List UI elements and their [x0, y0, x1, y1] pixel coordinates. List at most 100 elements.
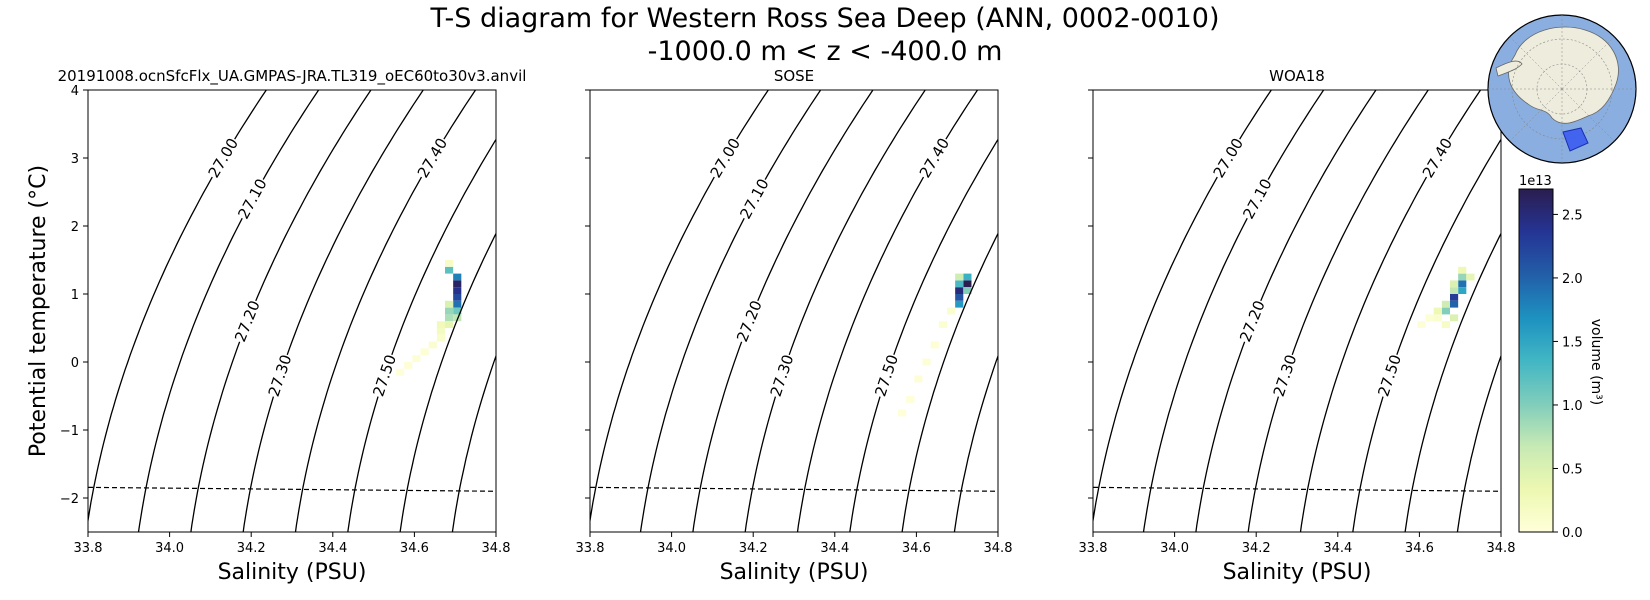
density-contour [590, 90, 769, 525]
heatmap-cell [1441, 321, 1450, 328]
heatmap-cell [396, 368, 405, 376]
panel-subtitle: WOA18 [1269, 67, 1325, 85]
colorbar-tick-label: 2.0 [1562, 272, 1583, 287]
contour-label-mask [230, 297, 264, 345]
x-tick-label: 34.4 [820, 541, 849, 556]
y-tick-label: 4 [71, 84, 79, 99]
contour-label: 27.10 [1239, 176, 1275, 222]
heatmap-cell [436, 328, 445, 335]
x-tick-label: 34.2 [237, 541, 266, 556]
density-contour [1093, 90, 1272, 525]
density-contour [639, 90, 822, 532]
contour-label-mask [732, 297, 766, 345]
inset-graticule [1509, 88, 1563, 142]
contour-label-mask [871, 351, 903, 400]
x-tick-label: 33.8 [576, 541, 605, 556]
x-tick-label: 34.4 [1323, 541, 1352, 556]
density-contour [953, 354, 998, 532]
colorbar: 1e13 0.0 0.5 1.0 1.5 2.0 2.5 volume (m³) [1518, 174, 1604, 541]
contour-label-mask [706, 134, 745, 182]
freezing-line [1093, 486, 1501, 492]
inset-graticule [1561, 36, 1615, 90]
heatmap-cell [955, 300, 964, 308]
heatmap-cell [445, 314, 454, 322]
colorbar-tick-label: 2.5 [1562, 208, 1583, 223]
x-tick-label: 34.0 [155, 541, 184, 556]
contour-label: 27.00 [1210, 135, 1247, 181]
contour-label: 27.40 [916, 135, 953, 181]
y-axis-label: Potential temperature (°C) [26, 165, 51, 457]
heatmap-cell [955, 287, 964, 294]
heatmap-cell [922, 358, 931, 366]
heatmap-cell [445, 300, 454, 308]
contour-label-mask [204, 134, 243, 182]
heatmap-cell [436, 334, 445, 342]
heatmap-cell [1450, 287, 1459, 294]
figure-title-line1: T-S diagram for Western Ross Sea Deep (A… [429, 3, 1219, 34]
y-tick-label: 1 [71, 288, 79, 303]
heatmap-cell [428, 341, 437, 349]
panel-subtitle: 20191008.ocnSfcFlx_UA.GMPAS-JRA.TL319_oE… [58, 67, 527, 86]
contour-label-mask [1269, 351, 1301, 400]
heatmap-cell [1450, 280, 1459, 288]
contour-label: 27.30 [265, 352, 296, 398]
contour-label-mask [1235, 297, 1269, 345]
heatmap-cell [1441, 307, 1450, 315]
contour-label-mask [915, 134, 954, 182]
contour-label-mask [1239, 175, 1276, 223]
region-inset-map [1487, 14, 1637, 164]
contour-label: 27.00 [205, 135, 242, 181]
density-contour [557, 90, 737, 532]
heatmap-cell [1441, 300, 1450, 308]
inset-graticule [1561, 88, 1615, 142]
heatmap-cell [1425, 314, 1434, 322]
heatmap-cell [906, 396, 915, 403]
density-contour [451, 354, 496, 532]
axes-frame [589, 89, 999, 533]
contour-label-mask [234, 175, 271, 223]
density-contour [242, 90, 424, 532]
contour-label: 27.40 [414, 135, 451, 181]
heatmap-cell [453, 294, 462, 301]
heatmap-cell [955, 294, 964, 301]
contour-label: 27.20 [733, 298, 766, 345]
contour-label: 27.10 [736, 176, 772, 222]
freezing-line [590, 486, 998, 492]
heatmap-cell [453, 307, 462, 315]
density-contour [1007, 90, 1187, 532]
density-contour [399, 232, 496, 532]
x-tick-label: 34.6 [902, 541, 931, 556]
x-tick-label: 34.0 [657, 541, 686, 556]
x-tick-label: 33.8 [74, 541, 103, 556]
density-contour [1352, 138, 1501, 532]
heatmap-cell [1433, 307, 1442, 315]
heatmap-cell [1450, 300, 1459, 308]
contour-label-mask [766, 351, 798, 400]
axes-frame [87, 89, 497, 533]
contour-label: 27.20 [1236, 298, 1269, 345]
heatmap-cell [404, 362, 413, 369]
x-tick-label: 34.8 [984, 541, 1013, 556]
colorbar-tick-label: 1.0 [1562, 399, 1583, 414]
heatmap-cell [1458, 280, 1467, 288]
density-contour [1614, 90, 1650, 532]
heatmap-cell [1458, 266, 1467, 274]
contour-label: 27.50 [871, 352, 902, 398]
heatmap-cell [898, 409, 907, 417]
density-contour [901, 232, 998, 532]
inset-region-highlight [1562, 127, 1589, 152]
heatmap-cell [1458, 273, 1467, 281]
density-contour [744, 90, 926, 532]
heatmap-cell [963, 287, 972, 294]
density-contour [347, 138, 496, 532]
axes-frame [1092, 89, 1502, 533]
density-contour [1404, 232, 1501, 532]
panel-subtitle: SOSE [774, 67, 814, 85]
x-tick-label: 34.8 [482, 541, 511, 556]
heatmap-cell [453, 273, 462, 281]
heatmap-cell [1450, 294, 1459, 301]
contour-label-mask [264, 351, 296, 400]
